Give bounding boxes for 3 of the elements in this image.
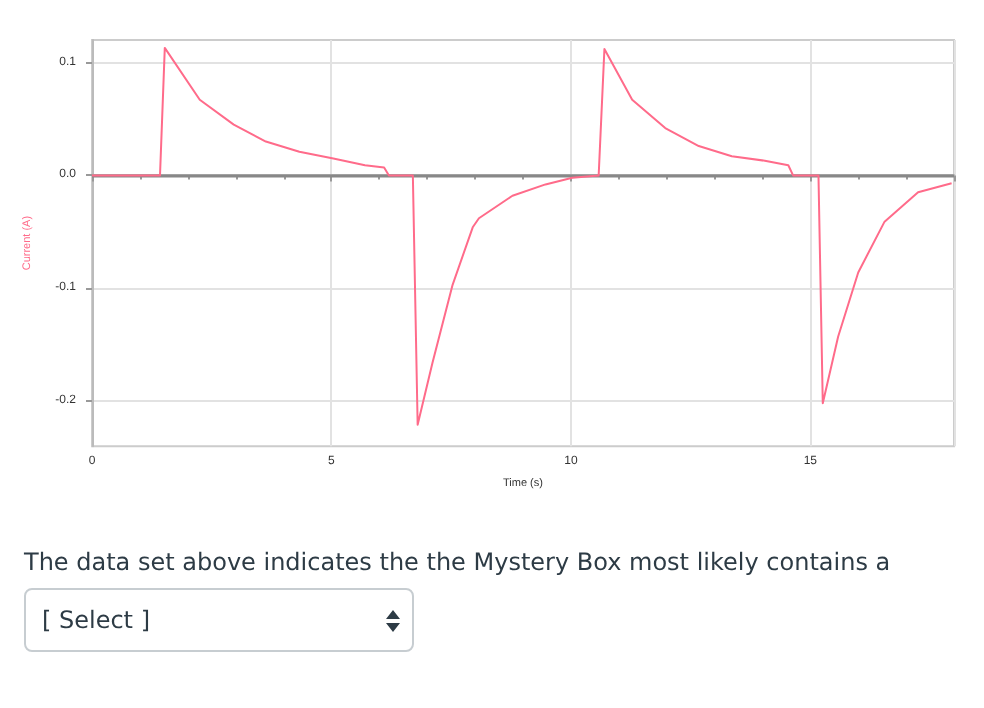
- text: The data set above indicates the the Mystery Box most likely contains a: [24, 548, 891, 576]
- line-series: [91, 46, 953, 426]
- dropdown-field: [ Select ]: [24, 588, 414, 652]
